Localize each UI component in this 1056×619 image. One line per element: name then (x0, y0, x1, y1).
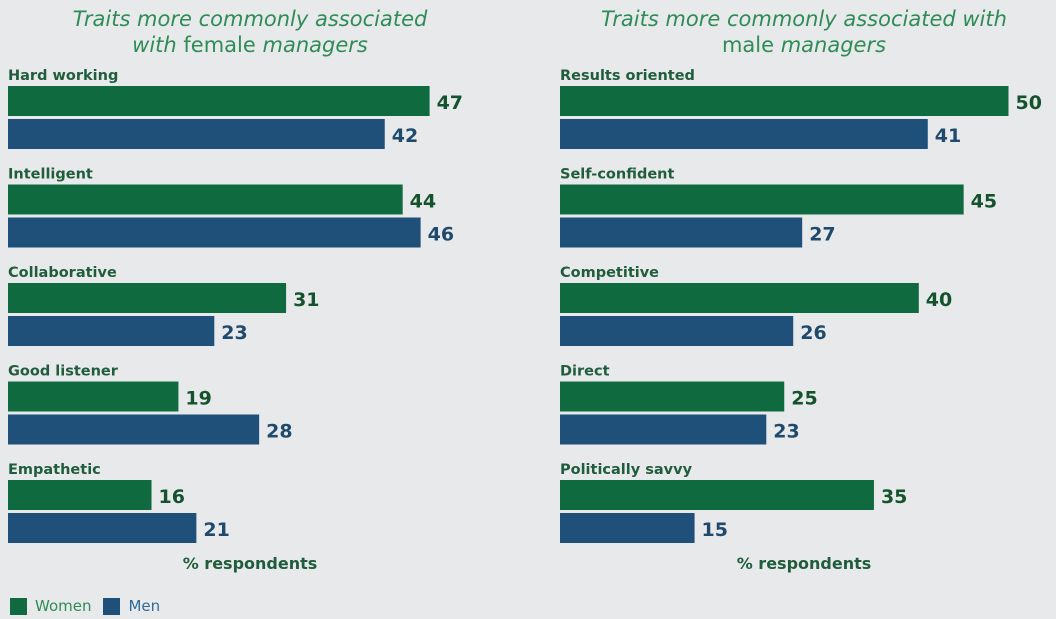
bar-women-direct (560, 381, 785, 412)
bar-women-good-listener (8, 381, 179, 412)
value-label-men-hard-working: 42 (392, 125, 418, 147)
bar-women-politically-savvy (560, 480, 874, 510)
category-label-collaborative: Collaborative (8, 265, 117, 281)
female-x-axis-label: % respondents (182, 554, 318, 573)
bar-women-collaborative (8, 283, 287, 313)
female-traits-title: Traits more commonly associated with fem… (72, 7, 428, 57)
bar-men-collaborative (8, 316, 215, 346)
category-label-results-oriented: Results oriented (560, 68, 695, 84)
value-label-women-competitive: 40 (926, 289, 952, 311)
bar-men-empathetic (8, 513, 197, 543)
value-label-women-self-confident: 45 (971, 191, 997, 213)
value-label-women-empathetic: 16 (159, 486, 185, 508)
legend: Women Men (10, 597, 172, 615)
male-x-axis-label: % respondents (736, 554, 872, 573)
bar-men-direct (560, 414, 767, 445)
category-label-direct: Direct (560, 364, 610, 380)
legend-swatch-men (103, 597, 121, 615)
bar-women-hard-working (8, 86, 430, 116)
value-label-men-self-confident: 27 (809, 224, 835, 246)
value-label-women-results-oriented: 50 (1016, 92, 1042, 114)
value-label-men-competitive: 26 (800, 322, 826, 344)
bar-men-intelligent (8, 217, 421, 248)
value-label-men-results-oriented: 41 (935, 125, 961, 147)
legend-label-women: Women (35, 597, 92, 615)
bar-women-intelligent (8, 184, 403, 215)
bar-women-self-confident (560, 184, 964, 215)
category-label-self-confident: Self-confident (560, 167, 674, 183)
legend-item-men: Men (103, 597, 160, 615)
value-label-women-hard-working: 47 (437, 92, 463, 114)
value-label-men-empathetic: 21 (203, 519, 229, 541)
category-label-politically-savvy: Politically savvy (560, 462, 693, 478)
value-label-men-intelligent: 46 (428, 224, 454, 246)
value-label-women-direct: 25 (791, 388, 817, 410)
bar-men-hard-working (8, 119, 385, 149)
bar-men-results-oriented (560, 119, 928, 149)
category-label-hard-working: Hard working (8, 68, 118, 84)
bar-women-empathetic (8, 480, 152, 510)
value-label-women-collaborative: 31 (293, 289, 319, 311)
value-label-women-good-listener: 19 (185, 388, 211, 410)
value-label-men-direct: 23 (773, 421, 799, 443)
value-label-women-politically-savvy: 35 (881, 486, 907, 508)
bar-men-self-confident (560, 217, 803, 248)
bar-men-politically-savvy (560, 513, 695, 543)
bar-men-competitive (560, 316, 794, 346)
legend-item-women: Women (10, 597, 91, 615)
value-label-women-intelligent: 44 (410, 191, 436, 213)
bar-women-competitive (560, 283, 919, 313)
bar-men-good-listener (8, 414, 260, 445)
legend-label-men: Men (128, 597, 161, 615)
legend-swatch-women (10, 597, 27, 615)
category-label-empathetic: Empathetic (8, 462, 101, 478)
category-label-competitive: Competitive (560, 265, 659, 281)
category-label-intelligent: Intelligent (8, 167, 93, 183)
male-traits-title: Traits more commonly associated with mal… (601, 7, 1007, 57)
bar-women-results-oriented (560, 86, 1009, 116)
category-label-good-listener: Good listener (8, 364, 119, 380)
value-label-men-politically-savvy: 15 (702, 519, 728, 541)
value-label-men-collaborative: 23 (221, 322, 247, 344)
female-traits-bar-chart: Hard working 47 42 Intelligent 44 46 Collabora… (8, 68, 463, 543)
male-traits-bar-chart: Results oriented 50 41 Self-confident 45 27 Co… (560, 68, 1042, 543)
value-label-men-good-listener: 28 (266, 421, 292, 443)
